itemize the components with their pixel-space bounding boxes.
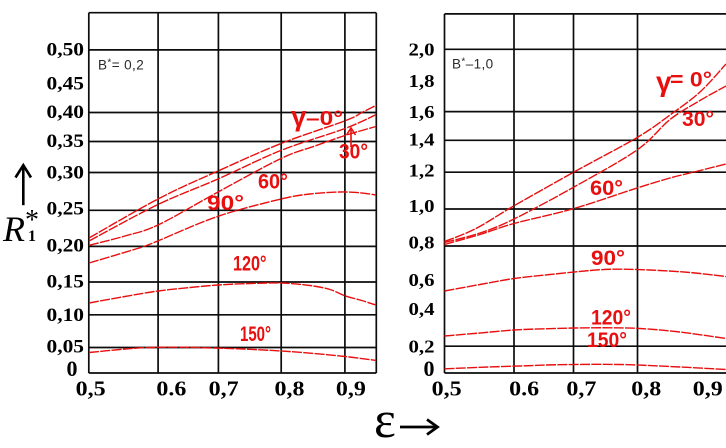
svg-text:0,10: 0,10: [47, 305, 85, 326]
svg-text:2,0: 2,0: [409, 40, 435, 60]
svg-text:γ: γ: [291, 101, 307, 132]
svg-text:0,8: 0,8: [409, 233, 435, 253]
svg-text:0: 0: [67, 356, 78, 381]
svg-text:= 0°: = 0°: [670, 69, 712, 92]
svg-text:0,6: 0,6: [409, 270, 435, 290]
svg-text:0,9: 0,9: [693, 377, 723, 401]
svg-text:1,2: 1,2: [409, 161, 435, 181]
svg-text:0,20: 0,20: [47, 235, 85, 256]
svg-text:B*–1,0: B*–1,0: [452, 57, 494, 72]
svg-text:0,5: 0,5: [76, 377, 106, 401]
svg-text:0,15: 0,15: [47, 271, 85, 292]
svg-text:0,8: 0,8: [631, 377, 661, 401]
svg-text:γ: γ: [656, 66, 672, 97]
svg-text:0,4: 0,4: [409, 299, 435, 319]
svg-text:30°: 30°: [682, 108, 714, 131]
svg-text:0,7: 0,7: [566, 377, 596, 401]
svg-text:30°: 30°: [339, 141, 368, 164]
svg-text:0,25: 0,25: [47, 199, 85, 220]
svg-text:0,40: 0,40: [47, 102, 85, 123]
svg-text:0.6: 0.6: [156, 377, 186, 401]
svg-text:120°: 120°: [233, 253, 267, 276]
svg-text:150°: 150°: [240, 323, 271, 346]
svg-text:0,45: 0,45: [47, 74, 85, 95]
svg-text:120°: 120°: [591, 307, 631, 330]
svg-text:90°: 90°: [207, 192, 244, 215]
svg-text:90°: 90°: [591, 247, 625, 270]
svg-text:1,0: 1,0: [409, 196, 435, 216]
svg-text:–0°: –0°: [306, 108, 343, 130]
svg-text:1,4: 1,4: [409, 130, 435, 150]
svg-text:60°: 60°: [590, 177, 623, 200]
svg-text:0,8: 0,8: [275, 377, 305, 401]
svg-text:R: R: [2, 209, 25, 249]
svg-text:0,30: 0,30: [47, 162, 85, 183]
svg-text:1: 1: [28, 228, 36, 245]
svg-text:0,9: 0,9: [336, 377, 366, 401]
svg-text:B*= 0,2: B*= 0,2: [98, 58, 144, 73]
svg-text:0.6: 0.6: [509, 377, 539, 401]
svg-text:0,2: 0,2: [409, 336, 435, 356]
svg-text:150°: 150°: [587, 329, 627, 352]
svg-text:0,35: 0,35: [47, 131, 85, 152]
svg-text:0,5: 0,5: [432, 377, 462, 401]
svg-text:0,50: 0,50: [47, 40, 85, 61]
svg-text:0: 0: [424, 356, 435, 381]
svg-text:60°: 60°: [258, 171, 288, 194]
svg-text:1,8: 1,8: [409, 71, 435, 91]
svg-text:0,7: 0,7: [209, 377, 239, 401]
svg-text:0,05: 0,05: [47, 336, 85, 357]
svg-text:ε: ε: [374, 392, 396, 448]
svg-text:1,6: 1,6: [409, 102, 435, 122]
svg-text:*: *: [25, 205, 39, 236]
